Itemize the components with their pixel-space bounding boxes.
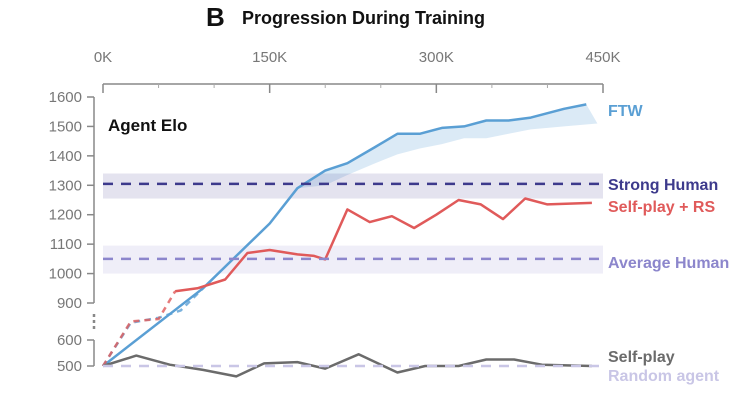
x-tick-label: 0K: [94, 49, 112, 66]
panel-letter: B: [206, 2, 225, 32]
y-tick-label: 600: [57, 332, 82, 349]
x-tick-label: 450K: [585, 49, 620, 66]
x-tick-label: 150K: [252, 49, 287, 66]
y-tick-label: 1300: [49, 177, 82, 194]
band-strong-human: [103, 173, 603, 199]
confidence-bands: [103, 104, 603, 274]
line-ftw: [102, 103, 587, 367]
y-axis-label: Agent Elo: [108, 116, 187, 135]
chart-title: Progression During Training: [242, 8, 485, 28]
axes: 0K 150K 300K 450K 1600 1500 1400 1300 1200 1100 10…: [49, 49, 621, 375]
y-tick-label: 1500: [49, 118, 82, 135]
series-label-self-play-rs: Self-play + RS: [608, 199, 715, 216]
line-dashed-self-play-rs: [101, 290, 177, 367]
band-ftw: [297, 104, 598, 189]
y-tick-label: 500: [57, 358, 82, 375]
y-tick-label: 1000: [49, 266, 82, 283]
series-label-random-agent: Random agent: [608, 368, 720, 385]
series-label-strong-human: Strong Human: [608, 177, 718, 194]
series-label-self-play: Self-play: [608, 349, 675, 366]
series-label-ftw: FTW: [608, 103, 644, 120]
line-self-play-rs: [175, 197, 592, 293]
series-lines: [101, 103, 603, 378]
y-tick-label: 1200: [49, 207, 82, 224]
y-tick-label: 1400: [49, 148, 82, 165]
y-tick-label: 900: [57, 295, 82, 312]
series-labels: FTW Self-play + RS Self-play Random agent St…: [608, 103, 729, 385]
series-label-average-human: Average Human: [608, 255, 729, 272]
y-tick-label: 1100: [50, 236, 82, 253]
line-self-play: [102, 353, 592, 378]
y-tick-label: 1600: [49, 89, 82, 106]
x-tick-label: 300K: [419, 49, 454, 66]
